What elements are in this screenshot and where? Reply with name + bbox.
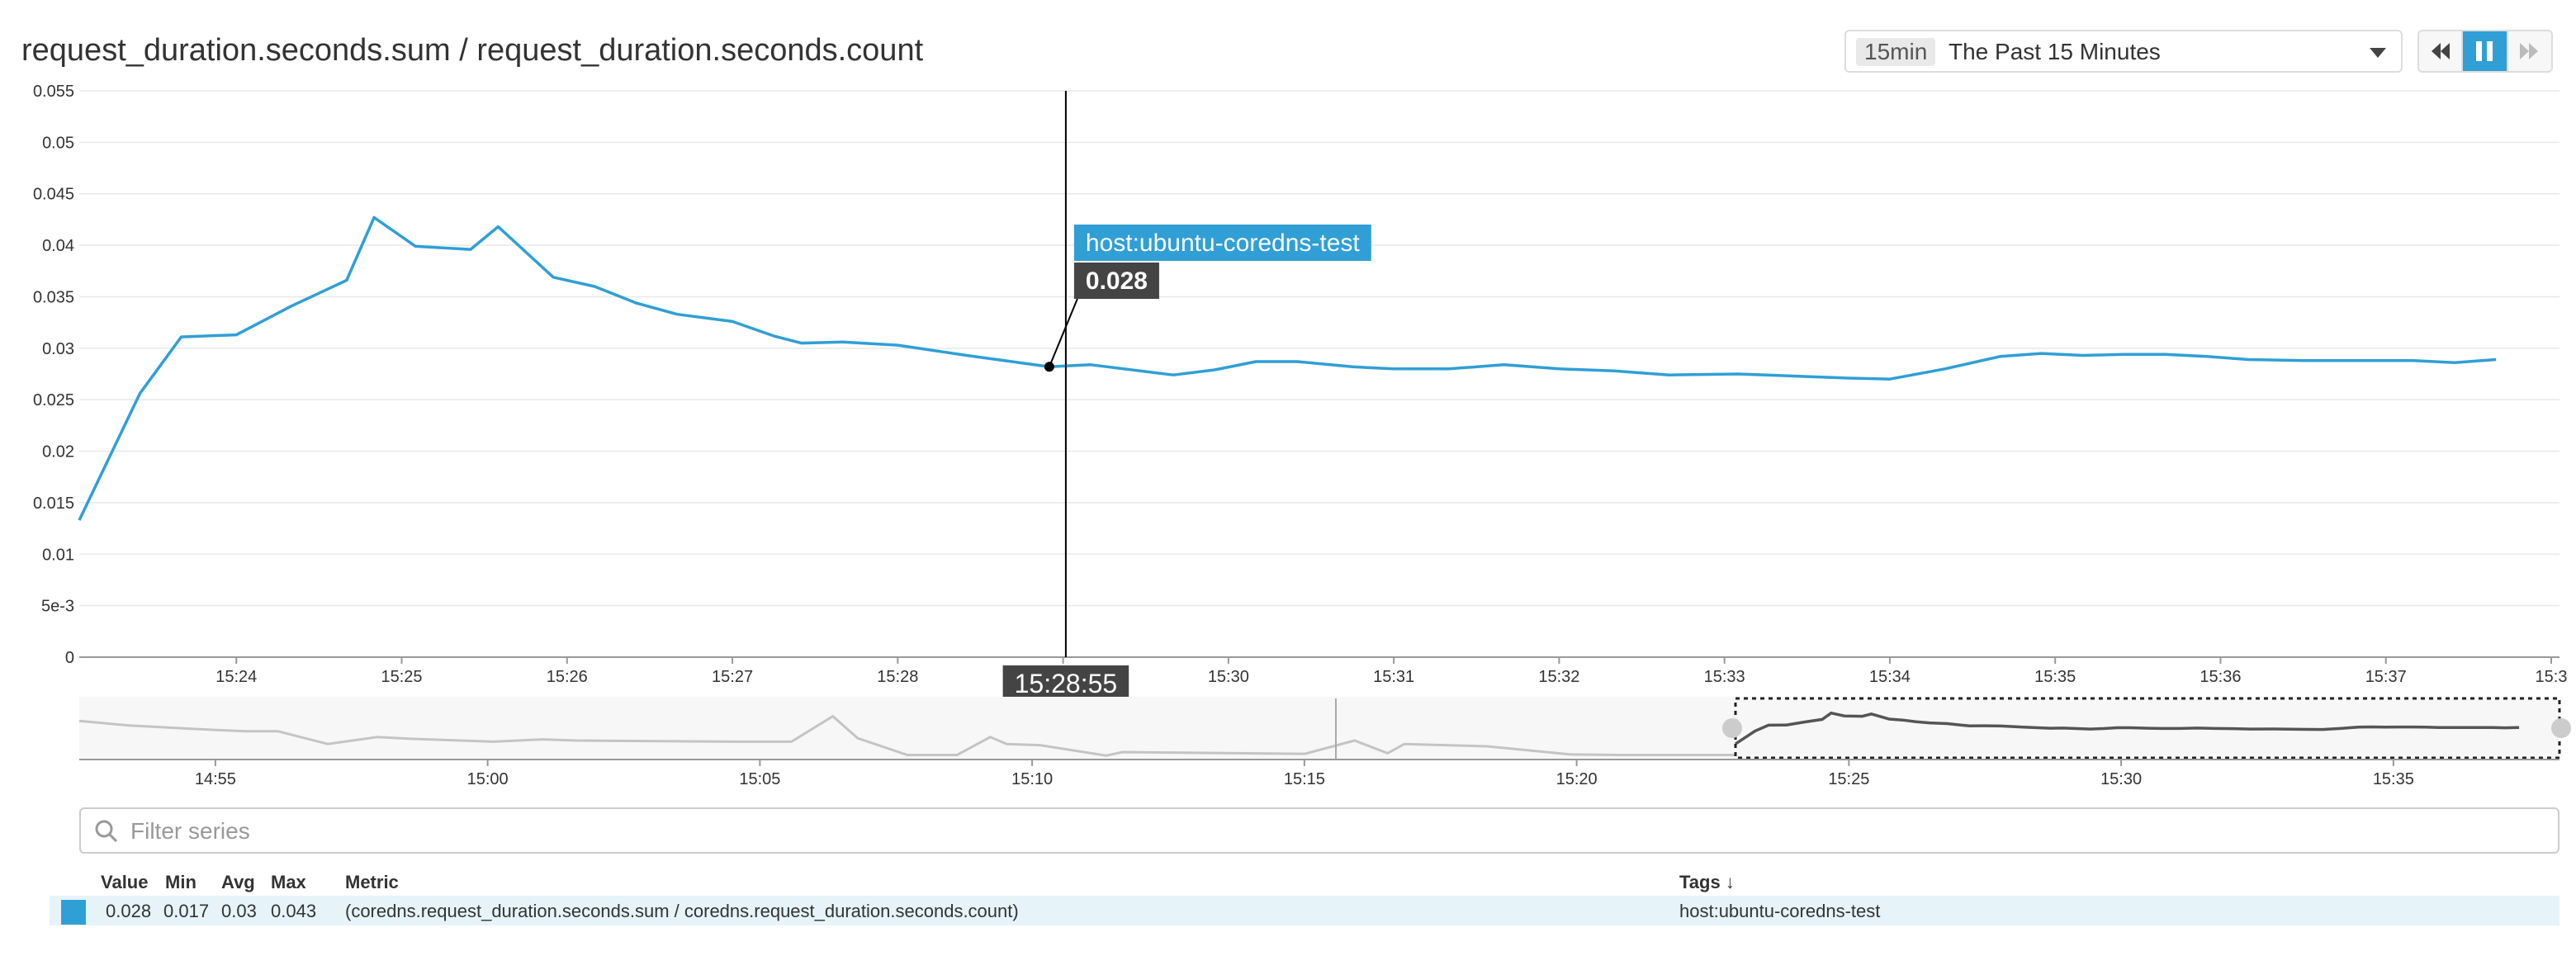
pause-icon — [2476, 41, 2493, 61]
overview-tick-label: 15:15 — [1284, 770, 1325, 788]
legend-tags: host:ubuntu-coredns-test — [1679, 901, 1881, 921]
tooltip-value-bg — [1073, 263, 1159, 299]
x-tick-label: 15:36 — [2200, 668, 2241, 686]
timeframe-label: The Past 15 Minutes — [1949, 39, 2161, 64]
chart-title: request_duration.seconds.sum / request_d… — [21, 33, 924, 68]
selection-right-handle[interactable] — [2551, 718, 2571, 738]
y-tick-label: 0 — [65, 649, 74, 667]
filter-series-input[interactable] — [129, 814, 2526, 849]
x-tick-label: 15:24 — [215, 668, 257, 686]
filter-series-field[interactable] — [79, 807, 2559, 854]
x-tick-label: 15:33 — [1704, 668, 1745, 686]
x-tick-label: 15:28 — [877, 668, 918, 686]
y-tick-label: 0.02 — [42, 443, 74, 461]
legend-col-avg[interactable]: Avg — [221, 872, 255, 892]
overview-tick-label: 15:25 — [1828, 770, 1869, 788]
pause-button[interactable] — [2463, 31, 2507, 71]
legend-col-value[interactable]: Value — [101, 872, 149, 892]
overview-tick-label: 15:20 — [1556, 770, 1598, 788]
tooltip-pointer — [1048, 298, 1078, 367]
legend-min: 0.017 — [163, 901, 210, 921]
overview-tick-label: 15:35 — [2373, 770, 2414, 788]
x-tick-label: 15:37 — [2365, 668, 2407, 686]
selection-left-handle[interactable] — [1722, 718, 1742, 738]
overview-tick-label: 15:00 — [467, 770, 509, 788]
x-tick-label: 15:31 — [1373, 668, 1414, 686]
search-icon — [95, 820, 118, 843]
x-tick-label: 15:26 — [547, 668, 588, 686]
legend-col-tags[interactable]: Tags ↓ — [1679, 872, 1735, 892]
y-tick-label: 0.01 — [42, 546, 74, 564]
overview-tick-label: 14:55 — [195, 770, 236, 788]
legend-value: 0.028 — [106, 901, 152, 921]
legend-col-max[interactable]: Max — [271, 872, 306, 892]
y-tick-label: 0.05 — [42, 134, 74, 152]
y-tick-label: 0.04 — [42, 237, 74, 255]
hover-point — [1044, 362, 1054, 372]
rewind-icon — [2432, 43, 2450, 59]
series-color-swatch[interactable] — [61, 900, 86, 925]
playback-controls — [2417, 30, 2553, 73]
x-tick-label: 15:27 — [712, 668, 753, 686]
x-tick-label: 15:3 — [2536, 668, 2568, 686]
crosshair-time: 15:28:55 — [1015, 669, 1118, 698]
tooltip-host: host:ubuntu-coredns-test — [1086, 230, 1361, 257]
y-tick-label: 0.055 — [33, 83, 74, 101]
y-tick-label: 0.015 — [33, 495, 74, 513]
y-tick-label: 0.025 — [33, 391, 74, 409]
y-tick-label: 0.045 — [33, 186, 74, 204]
timeframe-badge: 15min — [1856, 38, 1936, 66]
overview-selected-line — [1735, 711, 2520, 745]
fast-forward-button[interactable] — [2507, 31, 2550, 71]
fast-forward-icon — [2520, 43, 2538, 59]
x-tick-label: 15:30 — [1208, 668, 1249, 686]
overview-line — [78, 714, 1735, 757]
x-tick-label: 15:25 — [381, 668, 422, 686]
legend-metric: (coredns.request_duration.seconds.sum / … — [345, 901, 1019, 921]
series-line[interactable] — [78, 215, 2497, 521]
x-tick-label: 15:32 — [1538, 668, 1579, 686]
hover-tooltip: host:ubuntu-coredns-test 0.028 — [1073, 225, 1371, 299]
y-tick-label: 0.035 — [33, 288, 74, 306]
overview-tick-label: 15:05 — [739, 770, 780, 788]
legend-col-metric[interactable]: Metric — [345, 872, 399, 892]
x-tick-label: 15:34 — [1869, 668, 1911, 686]
legend-row[interactable] — [50, 896, 2559, 925]
legend-avg: 0.03 — [221, 901, 257, 921]
x-tick-label: 15:35 — [2034, 668, 2076, 686]
overview-tick-label: 15:10 — [1011, 770, 1053, 788]
rewind-button[interactable] — [2419, 31, 2463, 71]
tooltip-host-bg — [1073, 225, 1371, 261]
legend-col-min[interactable]: Min — [165, 872, 197, 892]
timeframe-selector[interactable]: 15min The Past 15 Minutes — [1844, 30, 2403, 73]
y-tick-label: 0.03 — [42, 340, 74, 358]
legend-max: 0.043 — [271, 901, 317, 921]
y-tick-label: 5e-3 — [41, 598, 74, 616]
chevron-down-icon[interactable] — [2370, 48, 2386, 58]
timeseries-chart[interactable]: 0 5e-3 0.01 0.015 0.02 0.025 0.03 0.035 0.04 0.04… — [0, 79, 2576, 707]
tooltip-value: 0.028 — [1086, 267, 1148, 295]
overview-tick-label: 15:30 — [2100, 770, 2142, 788]
overview-navigator[interactable]: 14:55 15:00 15:05 15:10 15:15 15:20 15:25 15:30… — [0, 693, 2576, 801]
